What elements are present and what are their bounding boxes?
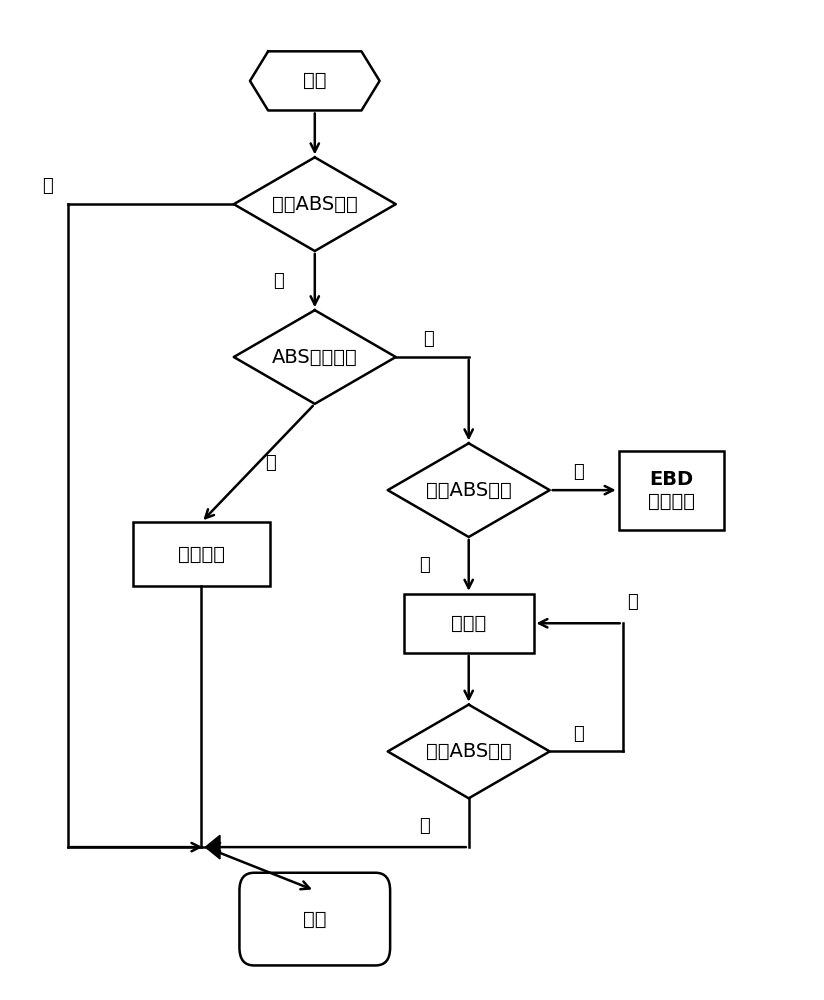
Polygon shape bbox=[234, 157, 396, 251]
Text: 持续保压: 持续保压 bbox=[178, 545, 225, 564]
Text: 结束: 结束 bbox=[303, 910, 326, 929]
Text: 否: 否 bbox=[423, 330, 433, 348]
Text: 是: 是 bbox=[265, 454, 275, 472]
Text: 快加压: 快加压 bbox=[451, 614, 486, 633]
Text: 是: 是 bbox=[419, 817, 429, 835]
Bar bbox=[619, 451, 724, 530]
Polygon shape bbox=[388, 705, 550, 798]
Text: 是: 是 bbox=[419, 556, 429, 574]
FancyBboxPatch shape bbox=[240, 873, 390, 965]
Text: ABS失效故障: ABS失效故障 bbox=[272, 348, 358, 367]
Text: 前轮ABS动作: 前轮ABS动作 bbox=[426, 481, 512, 500]
Polygon shape bbox=[234, 310, 396, 404]
Text: 开始: 开始 bbox=[303, 71, 326, 90]
Text: 是: 是 bbox=[42, 177, 53, 195]
Bar bbox=[133, 522, 270, 586]
Polygon shape bbox=[388, 443, 550, 537]
Text: 否: 否 bbox=[573, 725, 583, 743]
Text: EBD
控制逻辑: EBD 控制逻辑 bbox=[648, 470, 695, 511]
Text: 否: 否 bbox=[273, 272, 283, 290]
Polygon shape bbox=[205, 835, 220, 859]
Bar bbox=[404, 594, 533, 653]
Text: 是: 是 bbox=[627, 593, 638, 611]
Text: 后轮ABS动作: 后轮ABS动作 bbox=[272, 195, 358, 214]
Text: 否: 否 bbox=[573, 463, 583, 481]
Text: 后轮ABS动作: 后轮ABS动作 bbox=[426, 742, 512, 761]
Polygon shape bbox=[250, 51, 380, 110]
